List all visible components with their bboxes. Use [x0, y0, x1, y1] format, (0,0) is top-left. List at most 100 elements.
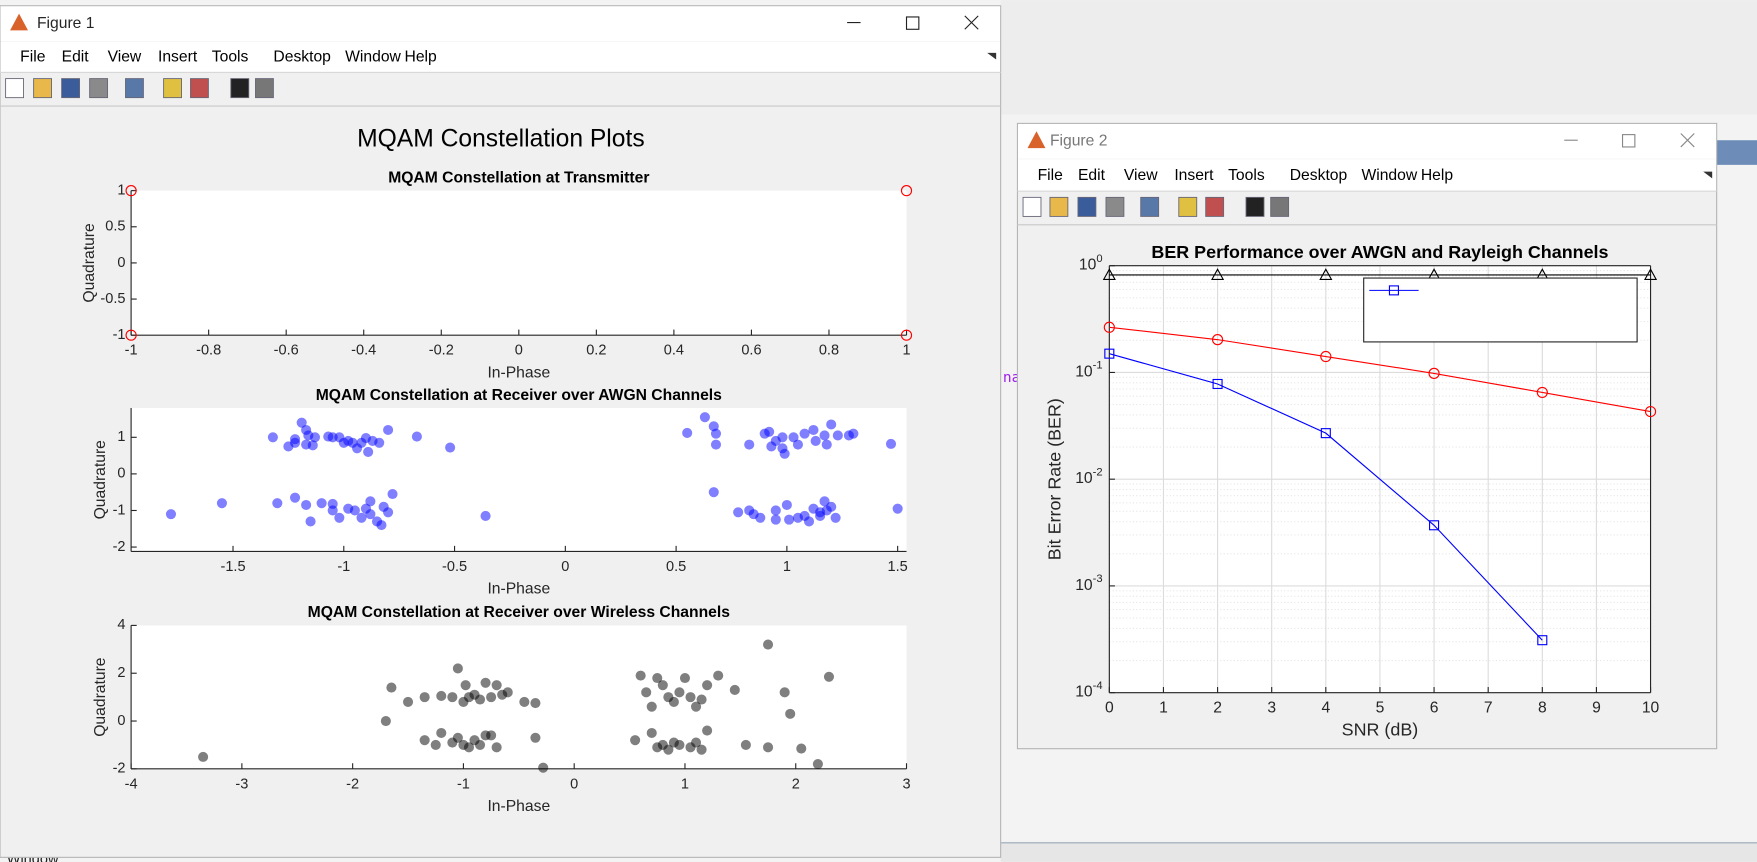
x-tick-label: -3 [235, 776, 248, 792]
scatter-point [530, 698, 541, 709]
scatter-point [387, 488, 398, 500]
toolbar-button[interactable] [1205, 196, 1225, 217]
y-tick-label: -1 [113, 502, 126, 518]
x-tick-label: -0.6 [274, 343, 299, 359]
scatter-point [702, 680, 713, 691]
x-tick-label: -2 [346, 776, 359, 792]
scatter-point [777, 443, 788, 454]
toolbar-button[interactable] [230, 78, 250, 99]
scatter-point [349, 505, 360, 516]
x-tick-label: 1 [1159, 699, 1168, 716]
scatter-point [848, 428, 859, 439]
x-tick-label: -4 [125, 776, 138, 792]
scatter-point [365, 509, 376, 520]
scatter-point [779, 687, 790, 698]
scatter-point [502, 687, 513, 698]
menu-item[interactable]: Insert [158, 48, 198, 65]
menu-item[interactable]: Insert [1174, 167, 1214, 184]
y-tick-label: 10-3 [1075, 573, 1102, 594]
scatter-point [764, 426, 775, 437]
menu-item[interactable]: Edit [62, 48, 90, 65]
scatter-point [710, 428, 722, 439]
toolbar-button[interactable] [1077, 196, 1097, 217]
menu-item[interactable]: Tools [212, 48, 249, 65]
scatter-point [301, 499, 312, 511]
scatter-point [530, 732, 541, 743]
maximize-button[interactable] [1621, 134, 1636, 148]
x-tick-label: 1.5 [888, 559, 908, 575]
scatter-point [356, 512, 367, 523]
scatter-point [729, 684, 740, 695]
scatter-point [652, 672, 663, 684]
menu-item[interactable]: File [1038, 167, 1064, 184]
scatter-point [826, 419, 837, 430]
y-tick-label: 2 [117, 665, 125, 681]
chart-title: BER Performance over AWGN and Rayleigh C… [1151, 242, 1608, 262]
menu-item[interactable]: Desktop [273, 48, 331, 65]
menu-item[interactable]: View [1124, 167, 1158, 184]
toolbar-button[interactable] [125, 78, 144, 99]
toolbar-button[interactable] [1105, 196, 1125, 217]
menu-item[interactable]: Edit [1078, 167, 1106, 184]
menu-item[interactable]: Help [1421, 167, 1454, 184]
scatter-point [419, 692, 430, 703]
plot-area [131, 408, 907, 552]
marker [1211, 268, 1225, 280]
scatter-point [710, 439, 722, 450]
scatter-point [682, 427, 693, 438]
toolbar-button[interactable] [1245, 196, 1265, 217]
toolbar-button[interactable] [1140, 196, 1160, 217]
close-button[interactable] [1680, 133, 1695, 148]
toolbar-button[interactable] [1270, 196, 1290, 217]
toolbar-button[interactable] [163, 78, 182, 99]
toolbar-button[interactable] [190, 78, 209, 99]
toolbar-button[interactable] [1178, 196, 1198, 217]
menu-item[interactable]: View [108, 48, 142, 65]
menu-item[interactable]: Window [1361, 167, 1417, 184]
toolbar-button[interactable] [61, 78, 81, 99]
toolbar-button[interactable] [255, 78, 274, 99]
x-tick-label: 0 [515, 343, 523, 359]
x-tick-label: 0.5 [666, 559, 686, 575]
scatter-point [696, 744, 707, 755]
scatter-point [830, 512, 841, 523]
scatter-point [267, 432, 278, 443]
toolbar-button[interactable] [5, 78, 24, 99]
y-axis-label: Quadrature [92, 440, 109, 520]
scatter-point [491, 742, 502, 753]
toolbar-button[interactable] [1022, 196, 1042, 217]
scatter-point [796, 743, 807, 754]
scatter-point [696, 694, 707, 705]
menu-item[interactable]: Tools [1228, 167, 1265, 184]
x-tick-label: 10 [1642, 699, 1660, 716]
chart-title: MQAM Constellation at Receiver over AWGN… [316, 387, 722, 404]
maximize-button[interactable] [905, 16, 920, 30]
menu-arrow [1703, 171, 1713, 179]
scatter-point [812, 759, 823, 770]
toolbar-button[interactable] [33, 78, 52, 99]
scatter-point [272, 498, 283, 509]
scatter-point [452, 663, 463, 674]
x-axis-label: SNR (dB) [1342, 719, 1419, 739]
x-axis-label: In-Phase [487, 581, 550, 598]
close-button[interactable] [964, 15, 979, 30]
scatter-point [821, 439, 832, 450]
scatter-point [307, 440, 318, 451]
toolbar-button[interactable] [1049, 196, 1069, 217]
y-tick-label: -0.5 [100, 291, 125, 307]
scatter-point [430, 739, 441, 750]
menu-item[interactable]: File [20, 48, 46, 65]
marker [1212, 378, 1223, 390]
marker [1428, 367, 1440, 379]
x-tick-label: 1 [902, 343, 910, 359]
scatter-point [770, 514, 781, 525]
menu-item[interactable]: Window [345, 48, 401, 65]
menu-item[interactable]: Desktop [1290, 167, 1348, 184]
marker [1211, 334, 1224, 346]
scatter-point [832, 430, 843, 441]
toolbar-button[interactable] [89, 78, 109, 99]
menu-item[interactable]: Help [405, 48, 438, 65]
y-tick-label: 100 [1079, 253, 1103, 274]
scatter-point [474, 739, 486, 750]
